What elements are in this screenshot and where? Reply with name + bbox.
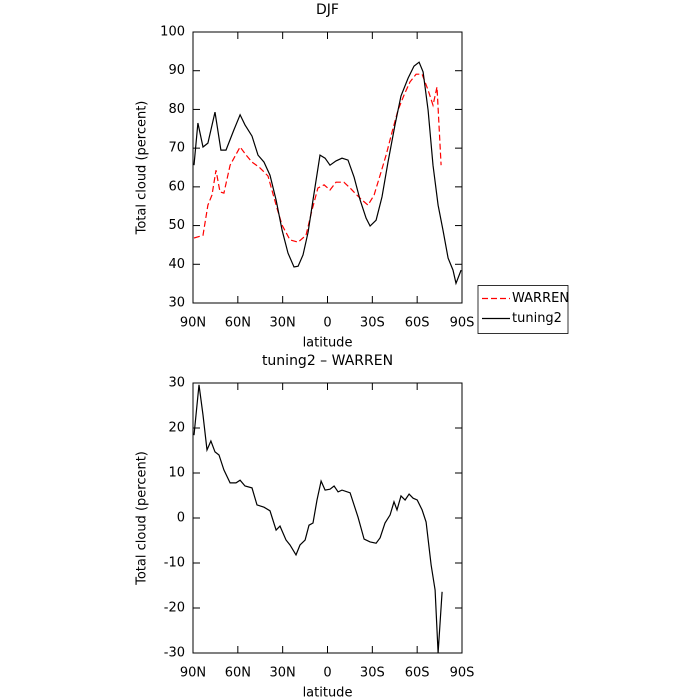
y-tick-label: 50	[168, 218, 185, 233]
line-series	[193, 384, 443, 654]
plot-frame	[192, 382, 463, 654]
x-tick-label: 60N	[225, 666, 251, 681]
y-tick-label: -30	[164, 646, 185, 661]
x-tick-label: 90S	[450, 666, 475, 681]
legend-box	[477, 285, 569, 334]
x-tick-label: 60N	[225, 316, 251, 331]
chart-title: tuning2 – WARREN	[262, 353, 393, 369]
y-tick-label: 40	[168, 257, 185, 272]
x-tick-label: 30N	[270, 666, 296, 681]
y-tick-label: 10	[168, 466, 185, 481]
plot-frame	[192, 31, 463, 304]
y-tick-label: -10	[164, 556, 185, 571]
y-tick-label: 0	[177, 511, 185, 526]
legend-label: tuning2	[512, 311, 562, 326]
y-tick-label: 60	[168, 179, 185, 194]
line-series	[193, 61, 462, 286]
x-tick-label: 30S	[360, 666, 385, 681]
x-tick-label: 60S	[405, 316, 430, 331]
x-tick-label: 0	[323, 316, 331, 331]
x-tick-label: 60S	[405, 666, 430, 681]
y-tick-label: 80	[168, 102, 185, 117]
x-tick-label: 90S	[450, 316, 475, 331]
x-tick-label: 30N	[270, 316, 296, 331]
line-series	[193, 73, 442, 243]
y-tick-label: 30	[168, 376, 185, 391]
y-tick-label: 20	[168, 421, 185, 436]
x-tick-label: 30S	[360, 316, 385, 331]
x-tick-label: 0	[323, 666, 331, 681]
chart-title: DJF	[316, 2, 339, 18]
x-tick-label: 90N	[180, 666, 206, 681]
x-axis-label: latitude	[303, 686, 353, 700]
y-axis-label: Total cloud (percent)	[135, 451, 150, 586]
y-tick-label: 90	[168, 63, 185, 78]
x-axis-label: latitude	[303, 336, 353, 351]
y-axis-label: Total cloud (percent)	[135, 101, 150, 236]
y-tick-label: -20	[164, 601, 185, 616]
x-tick-label: 90N	[180, 316, 206, 331]
legend-label: WARREN	[512, 291, 569, 306]
y-tick-label: 100	[160, 25, 185, 40]
y-tick-label: 30	[168, 296, 185, 311]
y-tick-label: 70	[168, 141, 185, 156]
